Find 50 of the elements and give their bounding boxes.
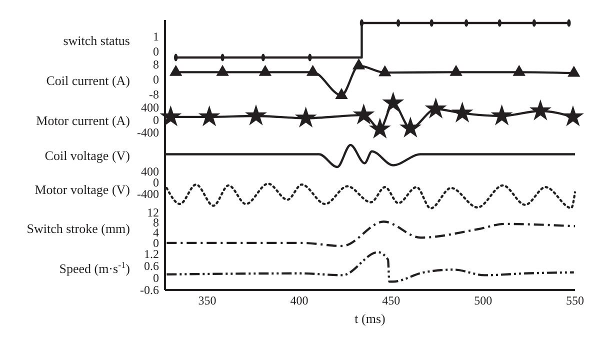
y-tick-label: 8 [153,58,159,72]
y-tick-label: -0.6 [140,282,159,297]
point [294,106,317,128]
point [382,92,404,112]
point [512,64,526,76]
x-tick-label: 450 [382,294,400,308]
point [245,104,268,126]
x-tick-label: 500 [474,294,492,308]
y-tick-label: 1 [153,29,159,44]
point [306,64,320,76]
point [378,65,392,76]
x-axis-title: t (ms) [354,311,386,326]
point [568,66,580,77]
point [424,98,447,118]
y-axis-title: Motor voltage (V) [34,182,130,197]
y-tick-label: 0 [153,112,159,127]
point [450,64,462,76]
x-tick-label: 550 [566,294,584,308]
y-tick-label: 400 [141,164,159,178]
y-axis-title: switch status [63,33,130,48]
y-tick-label: -8 [149,87,159,102]
point [169,64,182,76]
y-axis-title: Coil voltage (V) [44,148,130,163]
y-tick-label: 0 [153,44,159,58]
y-axis-title: Switch stroke (mm) [26,221,130,236]
point [160,105,182,126]
y-tick-label: 400 [141,100,159,114]
point [490,104,513,126]
point [368,118,391,138]
y-axis-title: Motor current (A) [36,113,130,128]
point [198,105,220,126]
point [335,88,348,100]
point [529,99,552,120]
point [258,64,272,76]
point [352,103,375,124]
point [399,116,422,138]
x-tick-label: 400 [290,294,308,308]
x-tick-label: 350 [198,294,216,308]
y-tick-label: 0.6 [144,258,159,273]
y-tick-label: 0 [153,72,159,86]
point [451,102,474,123]
y-tick-label: -400 [137,125,159,140]
point [352,58,366,70]
y-axis-title: Coil current (A) [46,73,130,88]
y-tick-label: 0 [153,270,159,285]
y-axis-title: Speed (m·s$^{-1}$) [59,260,130,276]
y-tick-label: 0 [153,176,159,190]
point [216,64,229,76]
y-tick-label: -400 [137,187,159,202]
point [562,105,584,126]
